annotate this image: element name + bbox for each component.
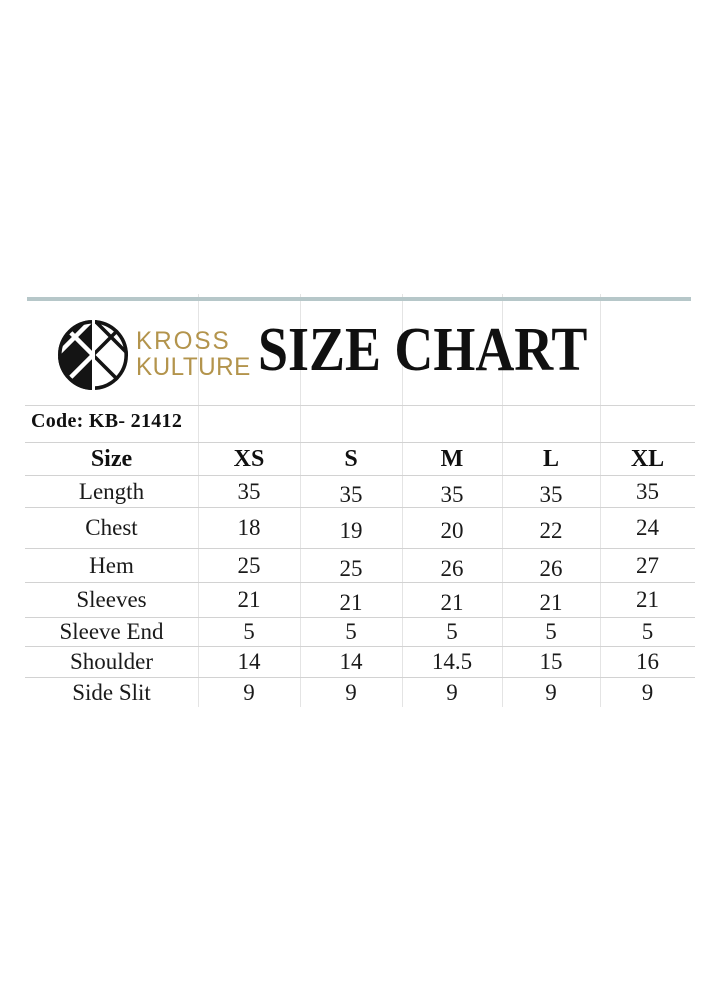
cell-value: 21 <box>402 585 502 621</box>
table-row-sleeve-end: Sleeve End 5 5 5 5 5 <box>25 617 695 647</box>
cell-value: 21 <box>600 582 695 618</box>
cell-value: 14.5 <box>402 646 502 678</box>
col-header-s: S <box>300 442 402 476</box>
table-row-side-slit: Side Slit 9 9 9 9 9 <box>25 677 695 707</box>
cell-value: 9 <box>402 677 502 707</box>
cell-value: 26 <box>502 551 600 586</box>
row-label: Sleeves <box>25 582 198 618</box>
row-label: Sleeve End <box>25 617 198 647</box>
row-label: Shoulder <box>25 646 198 678</box>
size-table: Size XS S M L XL Length 35 35 35 35 35 C… <box>25 442 695 707</box>
cell-value: 35 <box>198 475 300 508</box>
cell-value: 5 <box>300 617 402 647</box>
table-row-sleeves: Sleeves 21 21 21 21 21 <box>25 582 695 621</box>
cell-value: 19 <box>300 510 402 552</box>
kross-kulture-sphere-logo-icon <box>57 317 129 393</box>
cell-value: 9 <box>600 677 695 707</box>
row-label: Chest <box>25 507 198 549</box>
col-header-size: Size <box>25 442 198 476</box>
table-row-length: Length 35 35 35 35 35 <box>25 475 695 511</box>
col-header-l: L <box>502 442 600 476</box>
product-code: Code: KB- 21412 <box>31 410 183 432</box>
cell-value: 5 <box>402 617 502 647</box>
cell-value: 15 <box>502 646 600 678</box>
cell-value: 24 <box>600 507 695 549</box>
col-header-xl: XL <box>600 442 695 476</box>
teal-divider-line <box>27 297 691 301</box>
cell-value: 5 <box>600 617 695 647</box>
cell-value: 21 <box>502 585 600 621</box>
cell-value: 22 <box>502 510 600 552</box>
cell-value: 21 <box>198 582 300 618</box>
table-row-hem: Hem 25 25 26 26 27 <box>25 548 695 586</box>
row-label: Hem <box>25 548 198 583</box>
size-table-header-row: Size XS S M L XL <box>25 442 695 476</box>
brand-line-2: KULTURE <box>136 353 251 381</box>
cell-value: 14 <box>198 646 300 678</box>
cell-value: 9 <box>502 677 600 707</box>
header-divider-line <box>25 405 695 406</box>
cell-value: 25 <box>198 548 300 583</box>
cell-value: 9 <box>300 677 402 707</box>
cell-value: 5 <box>502 617 600 647</box>
cell-value: 21 <box>300 585 402 621</box>
page-title: SIZE CHART <box>258 316 588 384</box>
table-row-chest: Chest 18 19 20 22 24 <box>25 507 695 552</box>
col-header-m: M <box>402 442 502 476</box>
cell-value: 9 <box>198 677 300 707</box>
cell-value: 16 <box>600 646 695 678</box>
row-label: Length <box>25 475 198 508</box>
table-row-shoulder: Shoulder 14 14 14.5 15 16 <box>25 646 695 678</box>
cell-value: 14 <box>300 646 402 678</box>
row-label: Side Slit <box>25 677 198 707</box>
col-header-xs: XS <box>198 442 300 476</box>
cell-value: 20 <box>402 510 502 552</box>
cell-value: 35 <box>402 478 502 511</box>
cell-value: 35 <box>502 478 600 511</box>
cell-value: 5 <box>198 617 300 647</box>
cell-value: 35 <box>300 478 402 511</box>
brand-wordmark: KROSS KULTURE <box>136 328 251 380</box>
brand-line-1: KROSS <box>136 327 231 355</box>
cell-value: 25 <box>300 551 402 586</box>
cell-value: 35 <box>600 475 695 508</box>
cell-value: 26 <box>402 551 502 586</box>
cell-value: 27 <box>600 548 695 583</box>
cell-value: 18 <box>198 507 300 549</box>
